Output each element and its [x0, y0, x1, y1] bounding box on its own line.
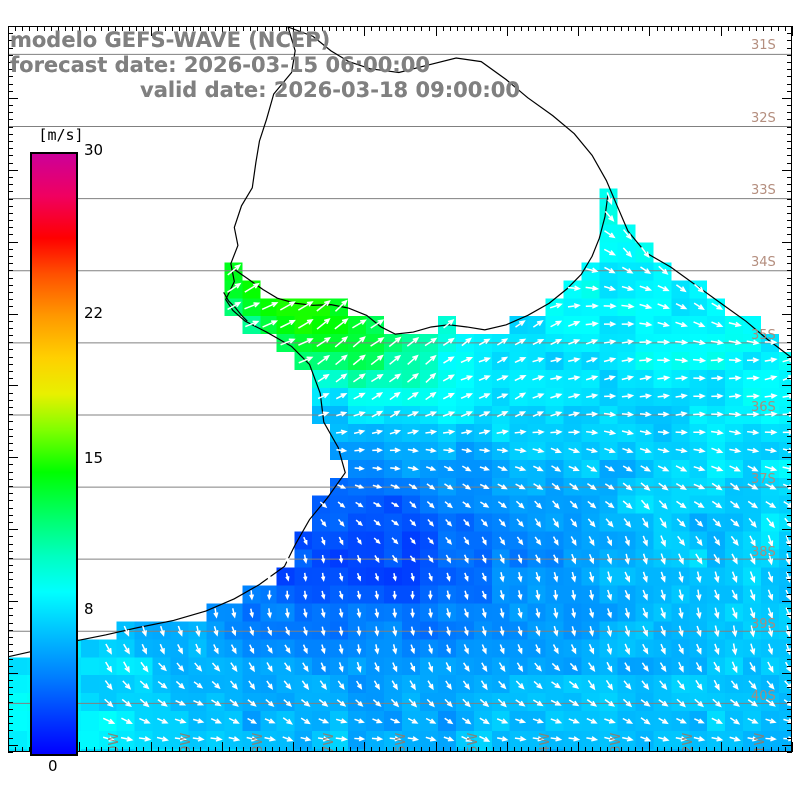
colorbar-tick-15: 15	[84, 449, 104, 468]
graticule-grid	[9, 53, 791, 704]
wind-speed-raster	[9, 27, 791, 751]
colorbar-tick-30: 30	[84, 141, 104, 159]
colorbar-tick-8: 8	[84, 600, 94, 619]
colorbar-tick-22: 22	[84, 304, 104, 323]
map-plot-area[interactable]: 61W60W59W58W57W56W55W54W53W52W51W31S32S3…	[8, 26, 792, 752]
colorbar-gradient	[30, 152, 78, 756]
wind-direction-arrows	[102, 192, 791, 742]
map-vector-overlay	[9, 27, 791, 742]
colorbar-min-label: 0	[48, 757, 58, 775]
coastline	[9, 27, 791, 658]
colorbar: [m/s] 30 22 15 8 0	[30, 126, 103, 775]
colorbar-unit-label: [m/s]	[38, 126, 84, 144]
